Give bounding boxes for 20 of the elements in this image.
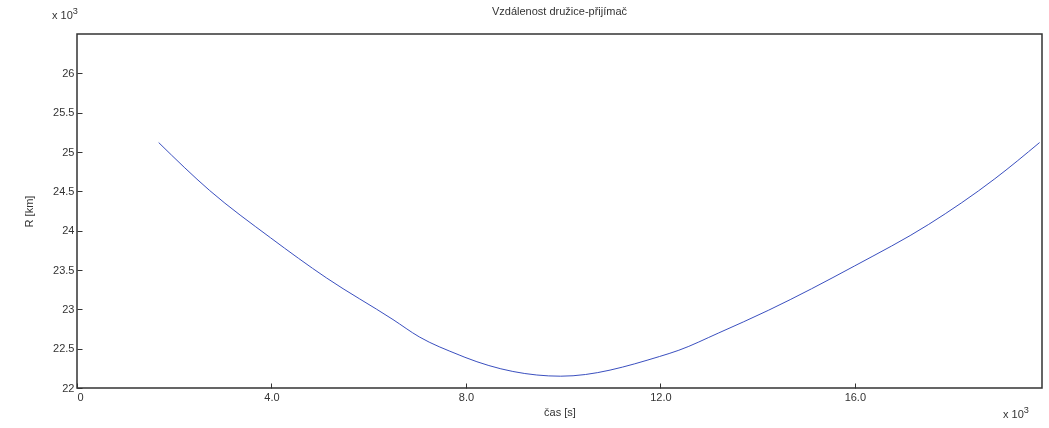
y-tick-label: 22 <box>62 381 75 394</box>
y-tick-label: 25 <box>62 145 75 158</box>
x-tick-label: 8.0 <box>458 390 475 403</box>
y-tick-label: 25.5 <box>53 106 75 119</box>
y-tick-label: 24.5 <box>53 184 75 197</box>
y-tick-label: 22.5 <box>53 342 75 355</box>
y-tick-label: 23.5 <box>53 263 75 276</box>
line-series <box>158 142 1041 377</box>
x-tick-label: 16.0 <box>844 390 867 403</box>
x-tick-label: 4.0 <box>264 390 280 403</box>
y-tick-label: 26 <box>62 66 75 79</box>
x-tick-label: 0 <box>77 390 84 403</box>
chart-title: Vzdálenost družice-přijímač <box>491 5 628 17</box>
text: x 10$^{3}$ <box>1003 405 1029 420</box>
y-axis-title: R [km] <box>23 195 36 228</box>
x-tick-label: 12.0 <box>650 390 672 403</box>
y-tick-label: 23 <box>62 302 75 315</box>
x-axis-title: čas [s] <box>544 405 576 418</box>
y-tick-label: 24 <box>62 224 75 237</box>
text: x 10$^{3}$ <box>52 6 78 21</box>
